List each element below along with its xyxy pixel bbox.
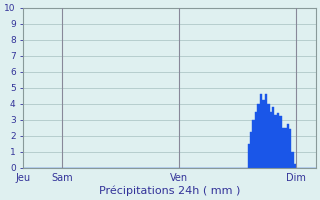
Bar	[289, 129, 292, 168]
Bar	[269, 112, 272, 168]
Bar	[277, 113, 279, 168]
Bar	[292, 152, 294, 168]
Bar	[255, 112, 257, 168]
Bar	[250, 132, 252, 168]
Bar	[282, 128, 284, 168]
Bar	[272, 107, 274, 168]
Bar	[248, 144, 250, 168]
Bar	[294, 164, 296, 168]
Bar	[257, 104, 260, 168]
X-axis label: Précipitations 24h ( mm ): Précipitations 24h ( mm )	[99, 185, 240, 196]
Bar	[260, 94, 262, 168]
Bar	[252, 120, 255, 168]
Bar	[279, 116, 282, 168]
Bar	[284, 128, 287, 168]
Bar	[262, 100, 265, 168]
Bar	[265, 94, 267, 168]
Bar	[287, 124, 289, 168]
Bar	[274, 115, 277, 168]
Bar	[267, 104, 269, 168]
